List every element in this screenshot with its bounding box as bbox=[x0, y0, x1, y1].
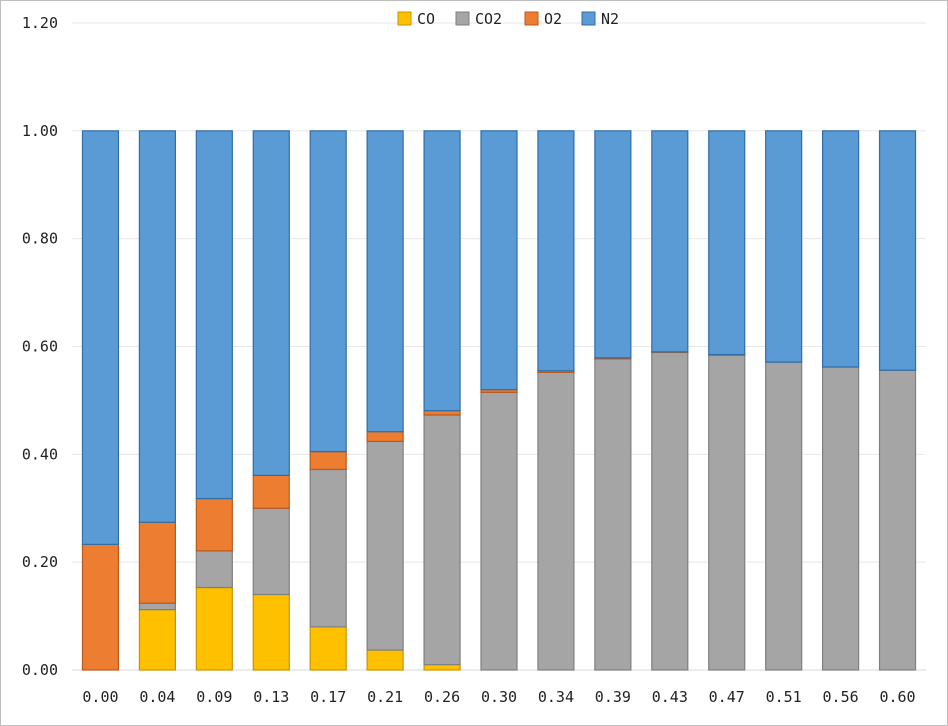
bar-segment-n2 bbox=[594, 130, 632, 359]
x-tick-label: 0.17 bbox=[310, 688, 346, 706]
bar-segment-co2 bbox=[366, 440, 404, 651]
bars bbox=[81, 130, 917, 671]
y-tick-label: 1.20 bbox=[22, 14, 58, 32]
bar-segment-co2 bbox=[821, 366, 860, 671]
x-tick-label: 0.13 bbox=[253, 688, 289, 706]
bar-segment-co bbox=[309, 626, 347, 671]
bar-segment-co bbox=[423, 664, 461, 671]
y-axis-labels: 0.00 0.20 0.40 0.60 0.80 1.00 1.20 bbox=[22, 14, 58, 679]
bar-segment-n2 bbox=[252, 130, 290, 476]
bar-segment-co bbox=[195, 586, 233, 671]
bar-segment-co2 bbox=[594, 358, 632, 671]
bar-segment-n2 bbox=[537, 130, 575, 372]
bar-segment-n2 bbox=[423, 130, 461, 412]
x-tick-label: 0.09 bbox=[196, 688, 232, 706]
x-tick-label: 0.56 bbox=[823, 688, 859, 706]
x-tick-label: 0.00 bbox=[82, 688, 118, 706]
legend-swatch-n2 bbox=[581, 11, 596, 26]
bar-segment-n2 bbox=[821, 130, 860, 368]
bar-segment-o2 bbox=[252, 474, 290, 509]
bar-segment-n2 bbox=[765, 130, 803, 363]
x-tick-label: 0.04 bbox=[139, 688, 175, 706]
bar-segment-n2 bbox=[651, 130, 689, 353]
legend-label-co2: CO2 bbox=[475, 10, 502, 28]
x-tick-label: 0.47 bbox=[709, 688, 745, 706]
bar-segment-n2 bbox=[708, 130, 746, 356]
x-tick-label: 0.60 bbox=[879, 688, 915, 706]
y-tick-label: 0.80 bbox=[22, 230, 58, 248]
bar-segment-co2 bbox=[195, 550, 233, 589]
bar-segment-o2 bbox=[81, 543, 120, 671]
bar-segment-n2 bbox=[138, 130, 176, 523]
bar-segment-co2 bbox=[708, 354, 746, 671]
bar-segment-n2 bbox=[480, 130, 518, 391]
bar-segment-n2 bbox=[309, 130, 347, 453]
x-tick-label: 0.21 bbox=[367, 688, 403, 706]
bar-segment-o2 bbox=[138, 521, 176, 604]
bar-segment-co2 bbox=[423, 414, 461, 666]
bar-segment-co2 bbox=[651, 351, 689, 671]
bar-segment-co2 bbox=[309, 468, 347, 628]
bar-segment-co bbox=[366, 649, 404, 671]
bar-segment-o2 bbox=[309, 451, 347, 471]
bar-segment-co2 bbox=[878, 369, 917, 671]
bar-segment-co bbox=[138, 609, 176, 671]
bar-segment-o2 bbox=[366, 431, 404, 442]
bar-segment-n2 bbox=[878, 130, 917, 371]
legend-swatch-co2 bbox=[455, 11, 470, 26]
x-tick-label: 0.39 bbox=[595, 688, 631, 706]
x-axis-labels: 0.00 0.04 0.09 0.13 0.17 0.21 0.26 0.30 0.34 0.39… bbox=[82, 688, 915, 706]
x-tick-label: 0.51 bbox=[766, 688, 802, 706]
bar-segment-n2 bbox=[81, 130, 120, 545]
y-tick-label: 0.20 bbox=[22, 553, 58, 571]
bar-segment-o2 bbox=[423, 410, 461, 416]
y-tick-label: 0.60 bbox=[22, 338, 58, 356]
y-tick-label: 0.00 bbox=[22, 661, 58, 679]
legend-label-co: CO bbox=[417, 10, 435, 28]
legend-label-n2: N2 bbox=[601, 10, 619, 28]
x-tick-label: 0.26 bbox=[424, 688, 460, 706]
bar-segment-n2 bbox=[366, 130, 404, 433]
x-tick-label: 0.43 bbox=[652, 688, 688, 706]
bar-segment-co2 bbox=[537, 371, 575, 671]
legend: CO CO2 O2 N2 bbox=[397, 10, 619, 28]
y-tick-label: 1.00 bbox=[22, 122, 58, 140]
bar-segment-co2 bbox=[138, 602, 176, 611]
x-tick-label: 0.34 bbox=[538, 688, 574, 706]
x-tick-label: 0.30 bbox=[481, 688, 517, 706]
legend-label-o2: O2 bbox=[544, 10, 562, 28]
y-tick-label: 0.40 bbox=[22, 445, 58, 463]
bar-segment-co bbox=[252, 593, 290, 671]
legend-swatch-o2 bbox=[524, 11, 539, 26]
bar-segment-co2 bbox=[480, 391, 518, 671]
bar-segment-n2 bbox=[195, 130, 233, 500]
bar-segment-o2 bbox=[195, 497, 233, 552]
legend-swatch-co bbox=[397, 11, 412, 26]
bar-segment-co2 bbox=[252, 507, 290, 596]
bar-segment-co2 bbox=[765, 361, 803, 671]
